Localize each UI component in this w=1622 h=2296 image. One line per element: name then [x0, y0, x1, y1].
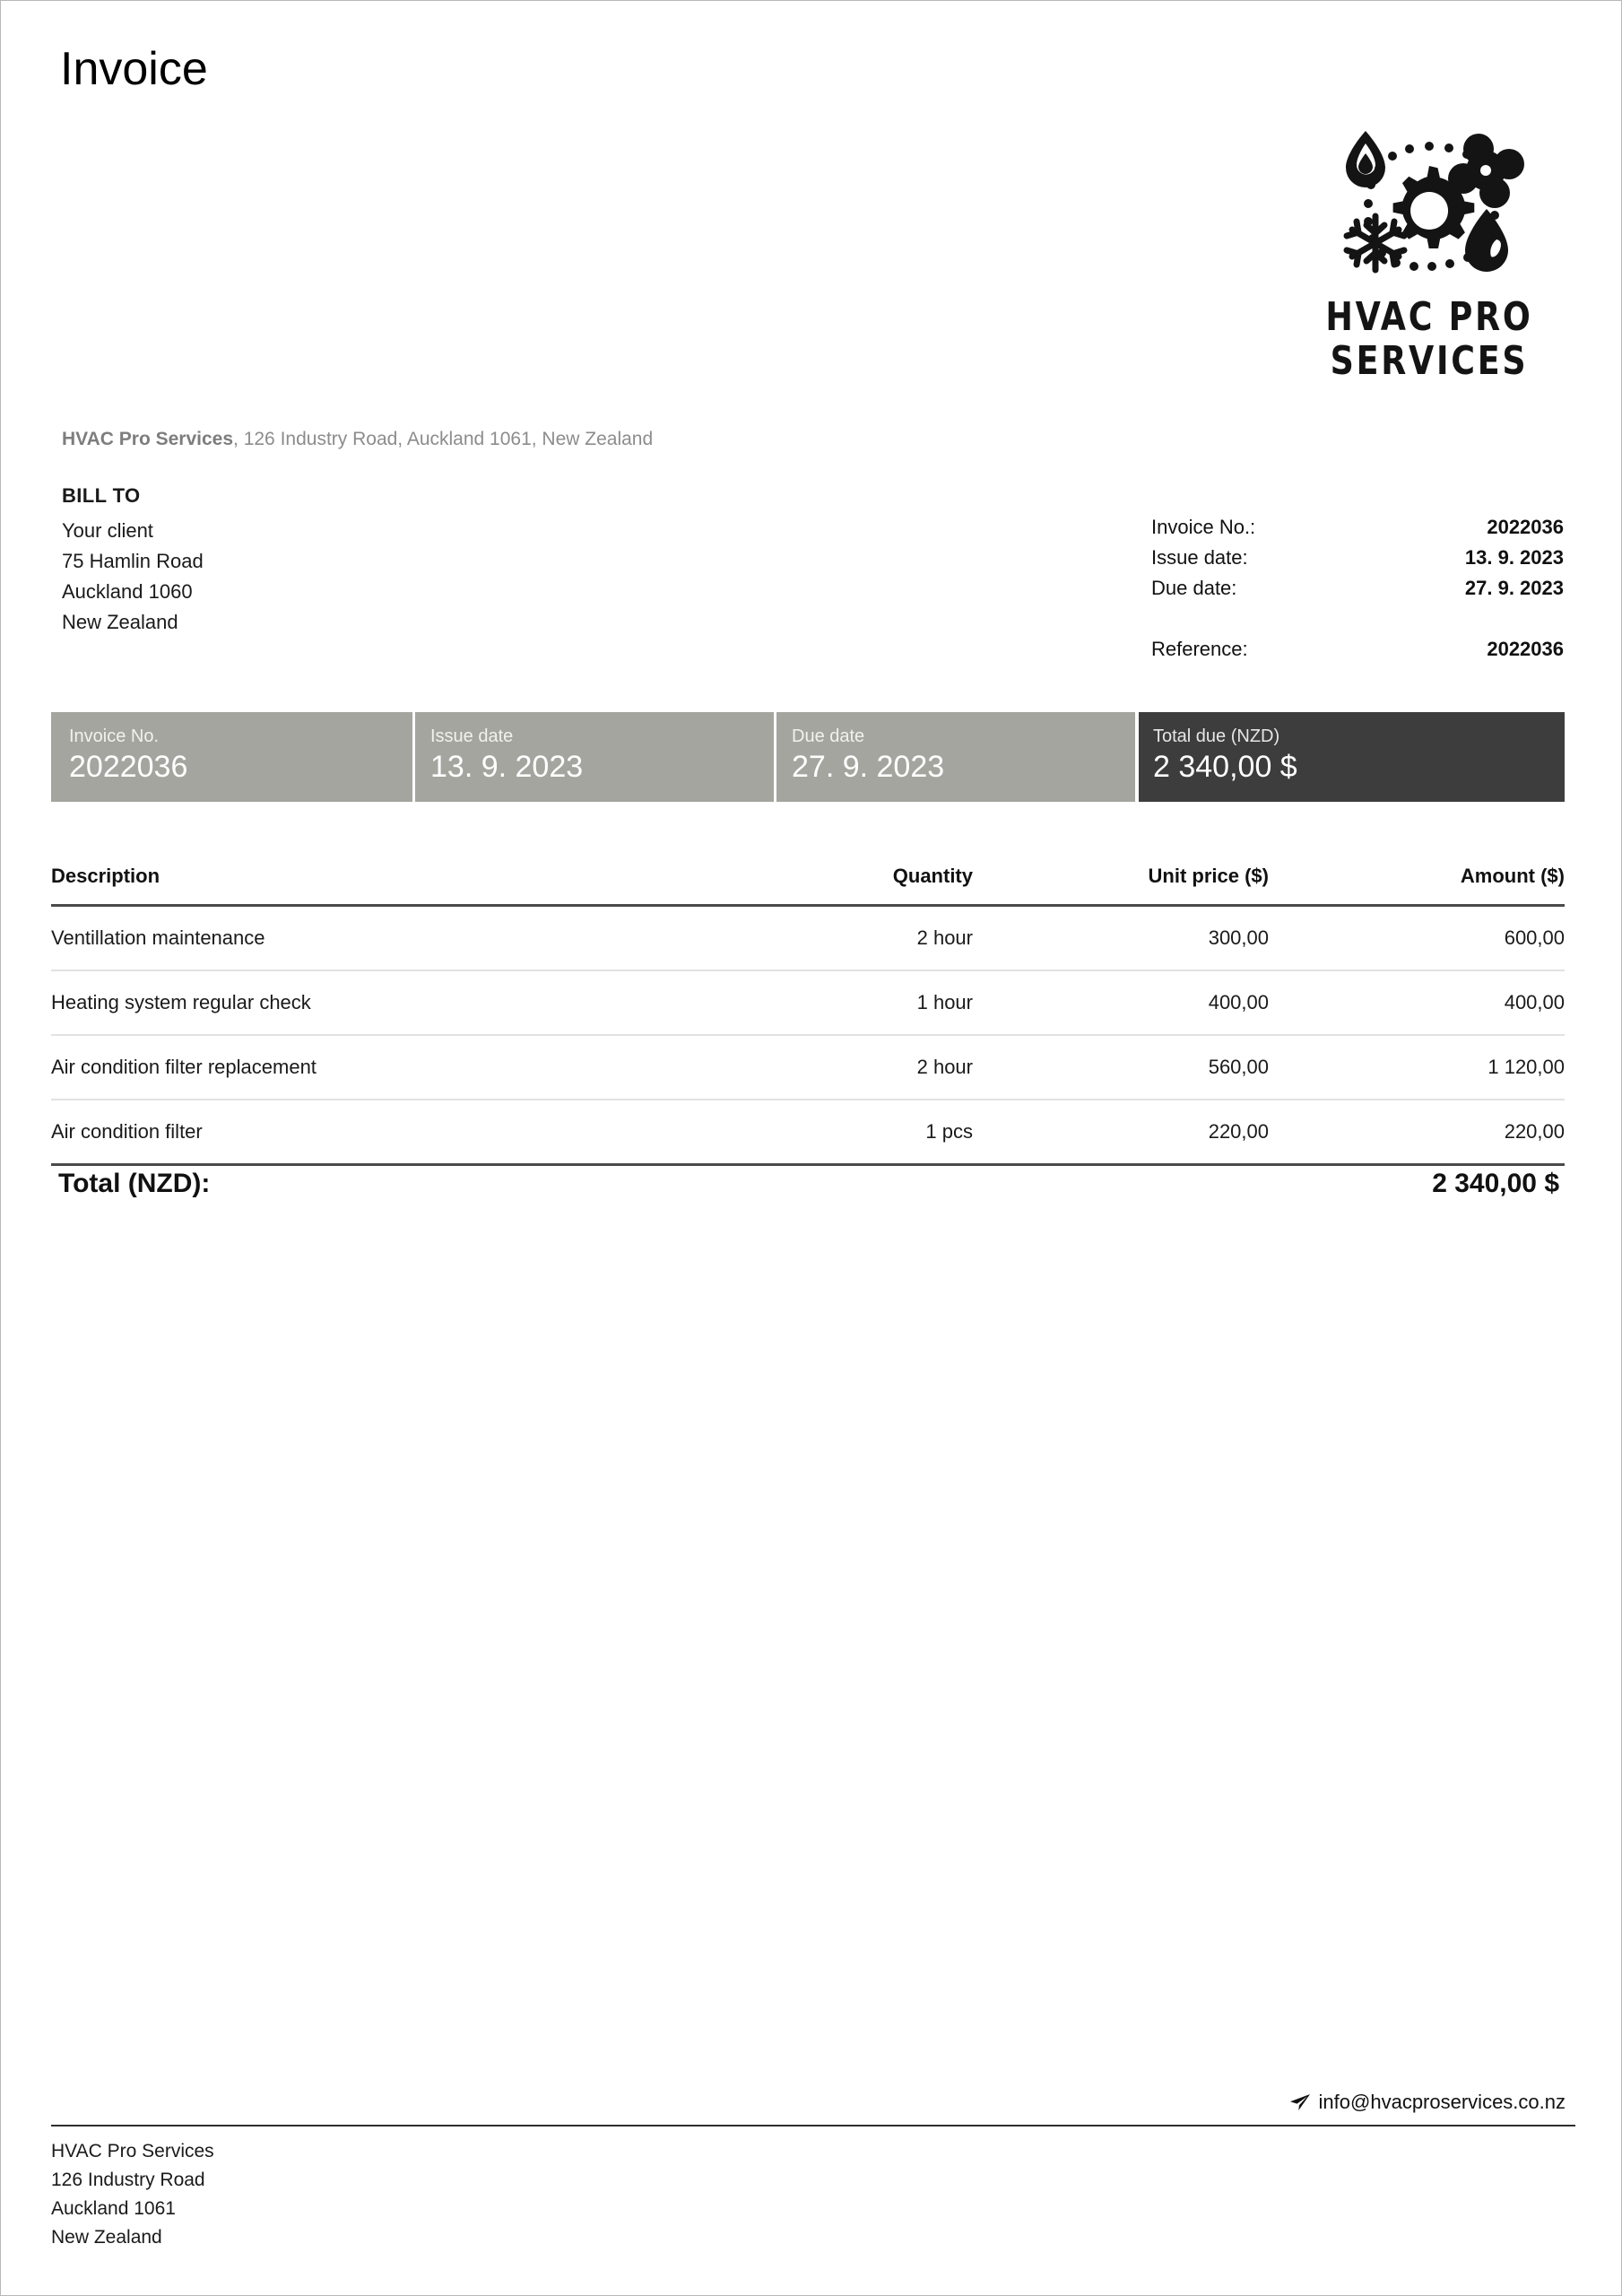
cell-unit-price: 560,00 — [973, 1035, 1269, 1100]
water-drop-icon — [1464, 209, 1508, 272]
column-header-quantity: Quantity — [650, 857, 973, 907]
company-logo: HVAC PRO SERVICES — [1295, 126, 1564, 384]
seller-summary-line: HVAC Pro Services, 126 Industry Road, Au… — [62, 429, 653, 450]
logo-text-line-2: SERVICES — [1330, 338, 1529, 385]
table-row: Air condition filter replacement 2 hour … — [51, 1035, 1565, 1100]
band-value-total-due: 2 340,00 $ — [1153, 750, 1297, 784]
grand-total-label: Total (NZD): — [58, 1169, 211, 1198]
cell-quantity: 1 hour — [650, 970, 973, 1036]
band-label-due-date: Due date — [792, 726, 865, 746]
logo-text-line-1: HVAC PRO — [1325, 294, 1533, 340]
table-row: Air condition filter 1 pcs 220,00 220,00 — [51, 1100, 1565, 1166]
meta-value-invoice-no: 2022036 — [1487, 516, 1564, 538]
band-value-due-date: 27. 9. 2023 — [792, 750, 945, 784]
cell-amount: 400,00 — [1269, 970, 1565, 1036]
meta-row-issue-date: Issue date: 13. 9. 2023 — [1151, 543, 1564, 573]
band-cell-issue-date: Issue date 13. 9. 2023 — [412, 712, 774, 802]
meta-spacer — [1151, 604, 1564, 634]
bill-to-line: Your client — [62, 519, 153, 542]
cell-unit-price: 400,00 — [973, 970, 1269, 1036]
cell-quantity: 2 hour — [650, 1035, 973, 1100]
flame-icon — [1345, 131, 1385, 187]
footer-contact: info@hvacproservices.co.nz — [1289, 2091, 1566, 2114]
meta-label-due-date: Due date: — [1151, 577, 1237, 599]
cell-description: Air condition filter — [51, 1100, 650, 1166]
bill-to-label: BILL TO — [62, 484, 141, 507]
cell-amount: 220,00 — [1269, 1100, 1565, 1166]
cell-unit-price: 220,00 — [973, 1100, 1269, 1166]
band-value-invoice-no: 2022036 — [69, 750, 188, 784]
cell-unit-price: 300,00 — [973, 905, 1269, 971]
bill-to-line: Auckland 1060 — [62, 580, 193, 603]
cell-amount: 1 120,00 — [1269, 1035, 1565, 1100]
meta-row-invoice-no: Invoice No.: 2022036 — [1151, 512, 1564, 543]
band-cell-due-date: Due date 27. 9. 2023 — [774, 712, 1135, 802]
logo-mark-icon — [1343, 131, 1524, 274]
meta-label-issue-date: Issue date: — [1151, 546, 1248, 569]
cell-description: Air condition filter replacement — [51, 1035, 650, 1100]
send-icon — [1289, 2094, 1310, 2110]
meta-value-reference: 2022036 — [1487, 638, 1564, 660]
footer-address-line: 126 Industry Road — [51, 2170, 205, 2190]
footer-address: HVAC Pro Services 126 Industry Road Auck… — [51, 2137, 214, 2252]
seller-address: , 126 Industry Road, Auckland 1061, New … — [233, 429, 654, 449]
band-cell-total-due: Total due (NZD) 2 340,00 $ — [1135, 712, 1565, 802]
meta-row-due-date: Due date: 27. 9. 2023 — [1151, 573, 1564, 604]
line-items-table: Description Quantity Unit price ($) Amou… — [51, 857, 1565, 1166]
bill-to-block: BILL TO Your client 75 Hamlin Road Auckl… — [62, 481, 204, 638]
meta-label-reference: Reference: — [1151, 638, 1248, 660]
fan-icon — [1447, 134, 1524, 208]
table-row: Heating system regular check 1 hour 400,… — [51, 970, 1565, 1036]
footer-address-line: New Zealand — [51, 2227, 162, 2248]
band-label-invoice-no: Invoice No. — [69, 726, 160, 746]
cell-quantity: 1 pcs — [650, 1100, 973, 1166]
column-header-amount: Amount ($) — [1269, 857, 1565, 907]
cell-description: Heating system regular check — [51, 970, 650, 1036]
column-header-description: Description — [51, 857, 650, 907]
page-title: Invoice — [60, 43, 208, 95]
snowflake-icon — [1343, 213, 1407, 274]
invoice-meta-block: Invoice No.: 2022036 Issue date: 13. 9. … — [1151, 512, 1564, 665]
bill-to-line: New Zealand — [62, 611, 178, 633]
meta-label-invoice-no: Invoice No.: — [1151, 516, 1256, 538]
cell-quantity: 2 hour — [650, 905, 973, 971]
cell-amount: 600,00 — [1269, 905, 1565, 971]
footer-divider — [51, 2125, 1575, 2126]
table-header-row: Description Quantity Unit price ($) Amou… — [51, 857, 1565, 907]
cell-description: Ventillation maintenance — [51, 905, 650, 971]
meta-value-due-date: 27. 9. 2023 — [1464, 577, 1564, 599]
footer-email[interactable]: info@hvacproservices.co.nz — [1318, 2091, 1566, 2113]
grand-total-row: Total (NZD): 2 340,00 $ — [51, 1158, 1565, 1199]
band-label-issue-date: Issue date — [430, 726, 514, 746]
summary-band: Invoice No. 2022036 Issue date 13. 9. 20… — [51, 712, 1565, 802]
band-value-issue-date: 13. 9. 2023 — [430, 750, 584, 784]
footer-address-line: Auckland 1061 — [51, 2198, 176, 2219]
table-row: Ventillation maintenance 2 hour 300,00 6… — [51, 905, 1565, 971]
meta-value-issue-date: 13. 9. 2023 — [1464, 546, 1564, 569]
seller-name: HVAC Pro Services — [62, 429, 234, 449]
meta-row-reference: Reference: 2022036 — [1151, 634, 1564, 665]
footer-address-line: HVAC Pro Services — [51, 2141, 214, 2161]
band-label-total-due: Total due (NZD) — [1153, 726, 1280, 746]
bill-to-line: 75 Hamlin Road — [62, 550, 204, 572]
grand-total-value: 2 340,00 $ — [1432, 1169, 1559, 1198]
column-header-unit-price: Unit price ($) — [973, 857, 1269, 907]
band-cell-invoice-no: Invoice No. 2022036 — [51, 712, 412, 802]
